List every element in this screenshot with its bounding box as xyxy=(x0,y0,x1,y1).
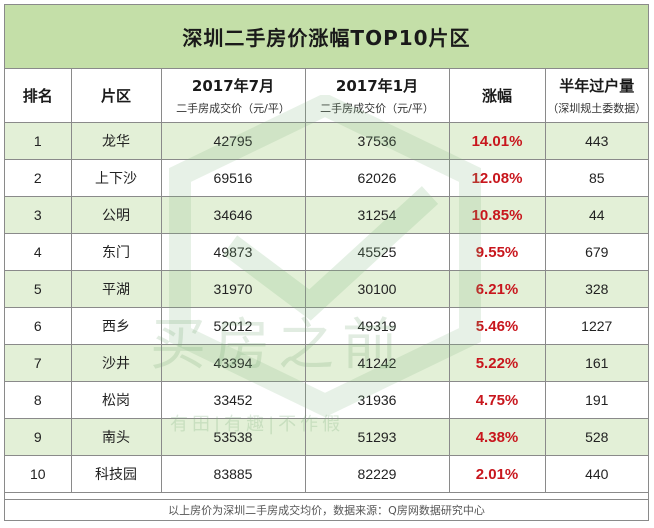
jan-price-cell: 30100 xyxy=(304,270,450,308)
district-cell: 松岗 xyxy=(70,381,162,419)
rank-cell: 8 xyxy=(5,381,72,419)
table-row: 10 科技园 83885 82229 2.01% 440 xyxy=(5,455,648,493)
jan-price-cell: 37536 xyxy=(304,122,450,160)
rank-cell: 4 xyxy=(5,233,72,271)
jul-price-cell: 83885 xyxy=(160,455,306,493)
rank-cell: 6 xyxy=(5,307,72,345)
jul-price-cell: 49873 xyxy=(160,233,306,271)
rise-cell: 6.21% xyxy=(448,270,546,308)
district-cell: 公明 xyxy=(70,196,162,234)
jul-price-cell: 53538 xyxy=(160,418,306,456)
rise-cell: 5.22% xyxy=(448,344,546,382)
volume-cell: 328 xyxy=(544,270,648,308)
table-row: 6 西乡 52012 49319 5.46% 1227 xyxy=(5,307,648,345)
rank-cell: 3 xyxy=(5,196,72,234)
watermark-text: 买房之前 xyxy=(150,313,406,378)
jul-price-cell: 31970 xyxy=(160,270,306,308)
col-header-district: 片区 xyxy=(70,69,162,123)
rank-cell: 9 xyxy=(5,418,72,456)
jul-price-cell: 42795 xyxy=(160,122,306,160)
table-row: 9 南头 53538 51293 4.38% 528 xyxy=(5,418,648,456)
table-row: 5 平湖 31970 30100 6.21% 328 xyxy=(5,270,648,308)
col-header-jul-price: 2017年7月 二手房成交价（元/平） xyxy=(160,69,306,123)
col-header-jan-price: 2017年1月 二手房成交价（元/平） xyxy=(304,69,450,123)
district-cell: 平湖 xyxy=(70,270,162,308)
jan-price-cell: 51293 xyxy=(304,418,450,456)
col-header-volume-label: 半年过户量 xyxy=(559,77,635,95)
rank-cell: 7 xyxy=(5,344,72,382)
volume-cell: 1227 xyxy=(544,307,648,345)
volume-cell: 528 xyxy=(544,418,648,456)
col-header-jan-label: 2017年1月 xyxy=(335,77,419,95)
district-cell: 沙井 xyxy=(70,344,162,382)
col-header-jan-sub: 二手房成交价（元/平） xyxy=(320,102,434,115)
rise-cell: 5.46% xyxy=(448,307,546,345)
rise-cell: 4.75% xyxy=(448,381,546,419)
header-row: 排名 片区 2017年7月 二手房成交价（元/平） 2017年1月 二手房成交价… xyxy=(5,69,648,123)
rank-cell: 1 xyxy=(5,122,72,160)
volume-cell: 440 xyxy=(544,455,648,493)
jan-price-cell: 62026 xyxy=(304,159,450,197)
district-cell: 科技园 xyxy=(70,455,162,493)
rise-cell: 12.08% xyxy=(448,159,546,197)
jan-price-cell: 82229 xyxy=(304,455,450,493)
source-note: 以上房价为深圳二手房成交均价，数据来源：Q房网数据研究中心 xyxy=(5,499,648,520)
table-row: 1 龙华 42795 37536 14.01% 443 xyxy=(5,122,648,160)
col-header-volume: 半年过户量 （深圳规土委数据） xyxy=(544,69,648,123)
volume-cell: 443 xyxy=(544,122,648,160)
rise-cell: 9.55% xyxy=(448,233,546,271)
jul-price-cell: 52012 xyxy=(160,307,306,345)
volume-cell: 679 xyxy=(544,233,648,271)
rank-cell: 2 xyxy=(5,159,72,197)
volume-cell: 161 xyxy=(544,344,648,382)
table-row: 2 上下沙 69516 62026 12.08% 85 xyxy=(5,159,648,197)
volume-cell: 191 xyxy=(544,381,648,419)
rank-cell: 5 xyxy=(5,270,72,308)
volume-cell: 44 xyxy=(544,196,648,234)
table-row: 4 东门 49873 45525 9.55% 679 xyxy=(5,233,648,271)
district-cell: 上下沙 xyxy=(70,159,162,197)
col-header-volume-sub: （深圳规土委数据） xyxy=(547,102,647,115)
rise-cell: 4.38% xyxy=(448,418,546,456)
jul-price-cell: 69516 xyxy=(160,159,306,197)
rank-cell: 10 xyxy=(5,455,72,493)
table-row: 3 公明 34646 31254 10.85% 44 xyxy=(5,196,648,234)
col-header-rank: 排名 xyxy=(5,69,72,123)
jan-price-cell: 31254 xyxy=(304,196,450,234)
col-header-jul-label: 2017年7月 xyxy=(191,77,275,95)
jul-price-cell: 43394 xyxy=(160,344,306,382)
col-header-rise: 涨幅 xyxy=(448,69,546,123)
table-title: 深圳二手房价涨幅TOP10片区 xyxy=(5,5,648,69)
price-rise-table: 排名 片区 2017年7月 二手房成交价（元/平） 2017年1月 二手房成交价… xyxy=(5,69,648,493)
ranking-table-card: 深圳二手房价涨幅TOP10片区 排名 片区 2017年7月 二手房成交价（元/平… xyxy=(4,4,649,521)
watermark-slogan: 有田|有趣|不作假 xyxy=(170,414,345,435)
jul-price-cell: 33452 xyxy=(160,381,306,419)
district-cell: 龙华 xyxy=(70,122,162,160)
rise-cell: 2.01% xyxy=(448,455,546,493)
district-cell: 西乡 xyxy=(70,307,162,345)
jan-price-cell: 41242 xyxy=(304,344,450,382)
jul-price-cell: 34646 xyxy=(160,196,306,234)
rise-cell: 14.01% xyxy=(448,122,546,160)
jan-price-cell: 45525 xyxy=(304,233,450,271)
col-header-jul-sub: 二手房成交价（元/平） xyxy=(176,102,290,115)
volume-cell: 85 xyxy=(544,159,648,197)
district-cell: 东门 xyxy=(70,233,162,271)
district-cell: 南头 xyxy=(70,418,162,456)
rise-cell: 10.85% xyxy=(448,196,546,234)
